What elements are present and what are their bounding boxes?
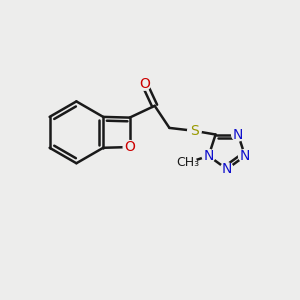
Text: O: O [124, 140, 135, 154]
Text: S: S [190, 124, 199, 138]
Text: N: N [203, 149, 214, 163]
Text: N: N [233, 128, 243, 142]
Text: CH₃: CH₃ [176, 156, 199, 169]
Circle shape [138, 77, 151, 90]
Circle shape [188, 124, 201, 138]
Circle shape [202, 149, 215, 162]
Circle shape [238, 149, 251, 162]
Text: N: N [222, 162, 232, 176]
Circle shape [220, 163, 233, 176]
Circle shape [179, 154, 196, 172]
Text: N: N [240, 149, 250, 163]
Text: O: O [139, 77, 150, 91]
Circle shape [232, 128, 244, 141]
Circle shape [123, 141, 136, 154]
